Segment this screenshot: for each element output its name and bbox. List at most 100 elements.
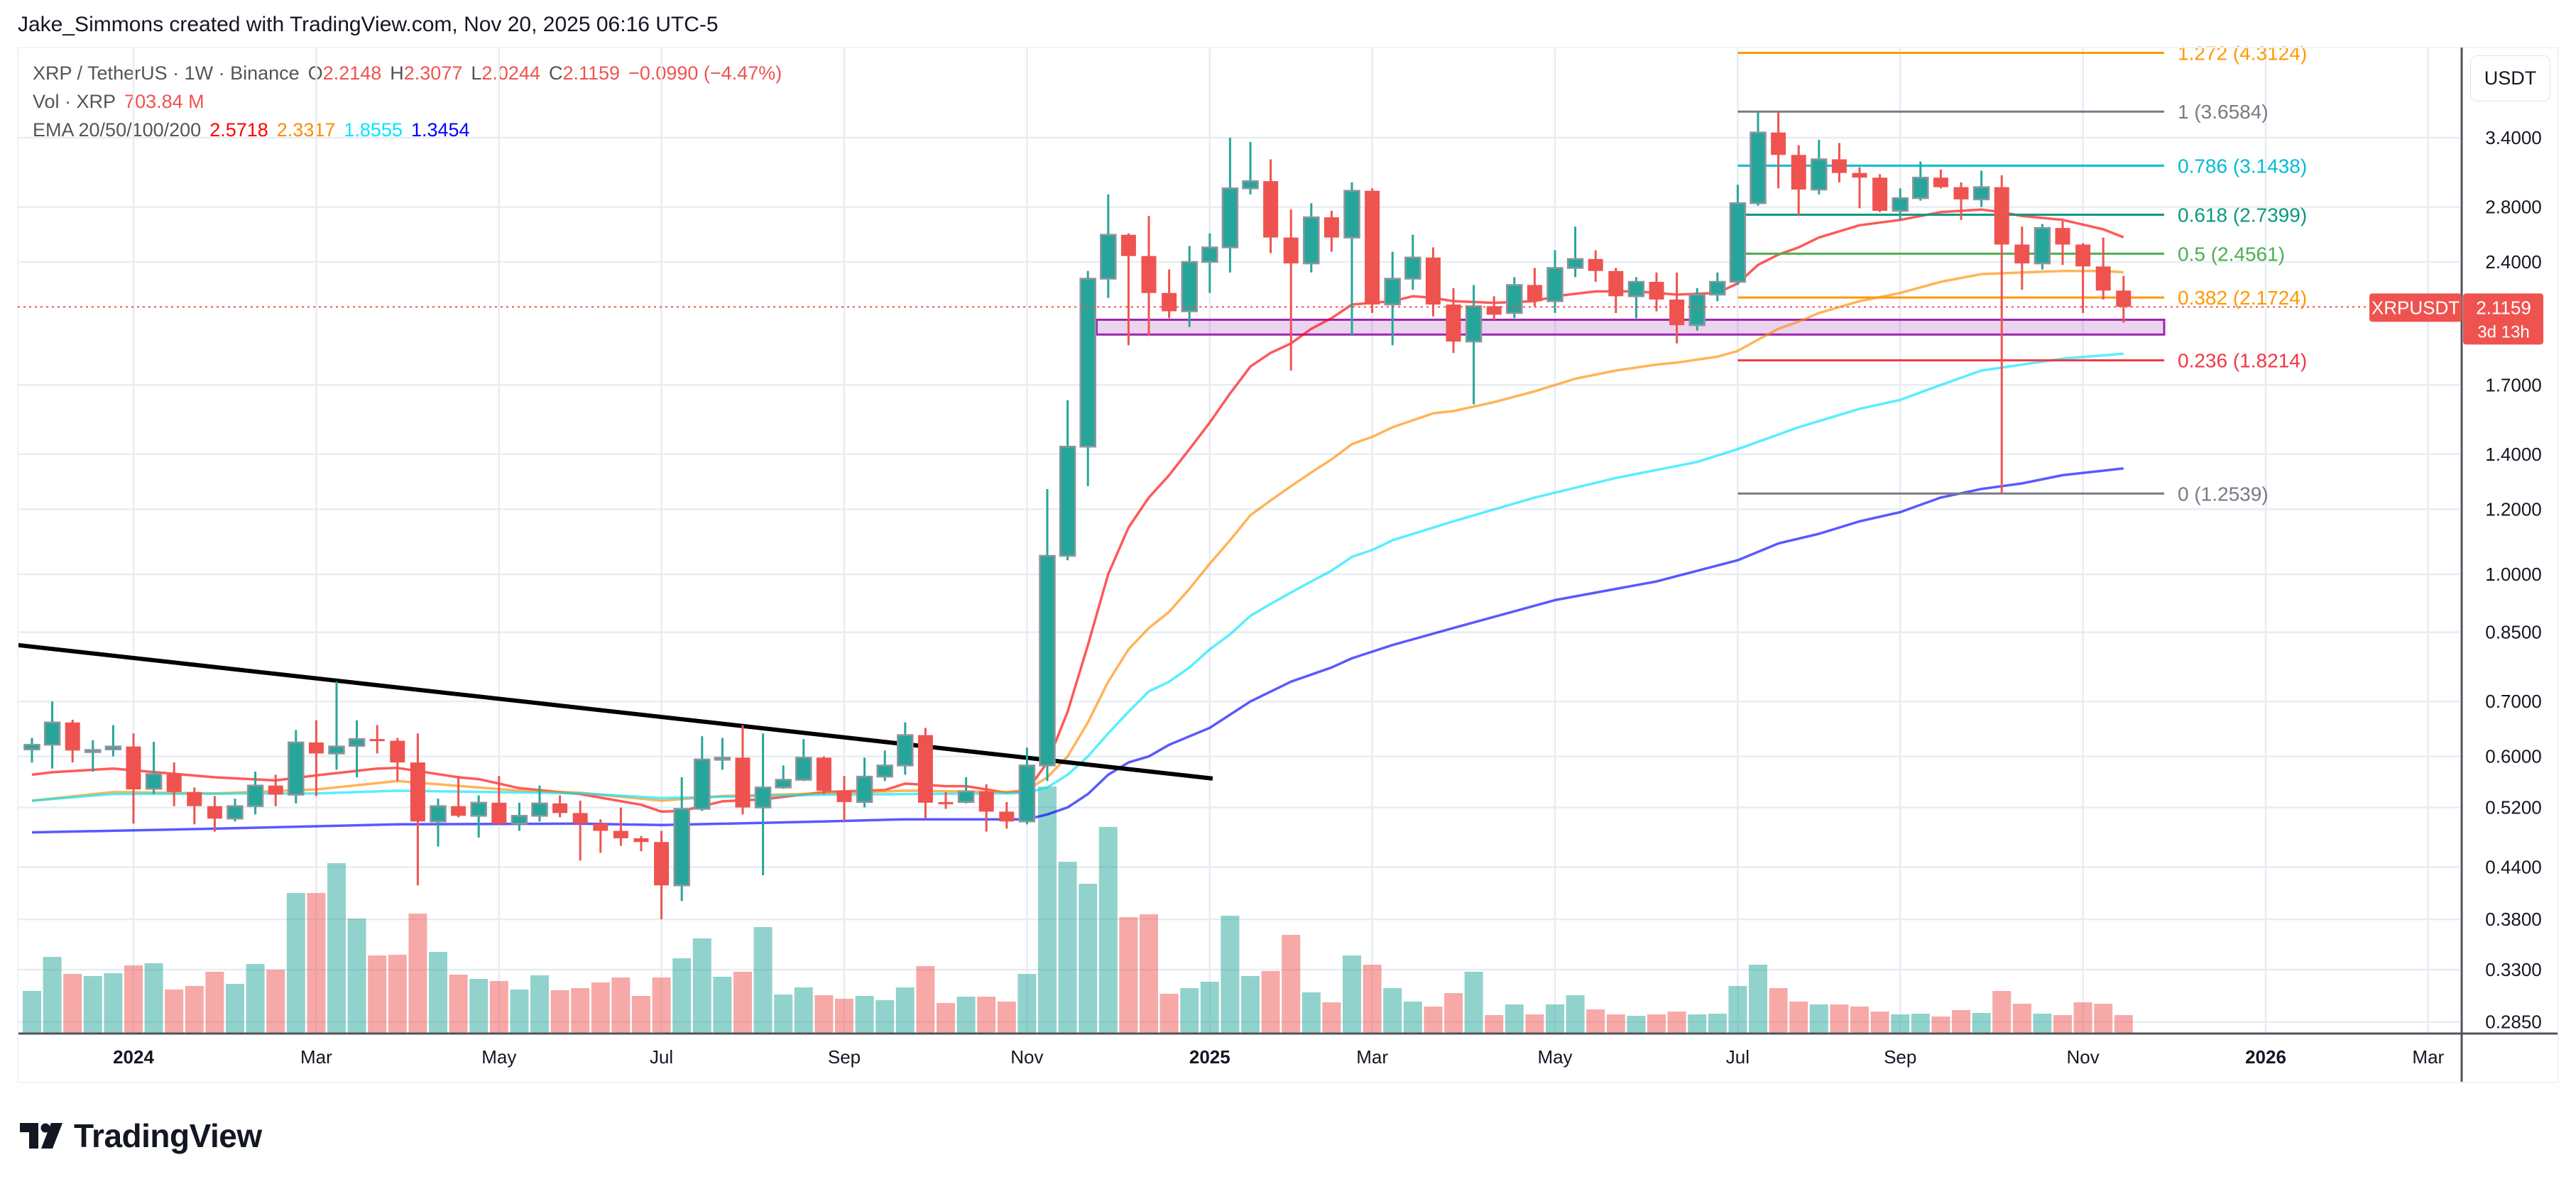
volume-bar (1627, 1015, 1646, 1033)
volume-bar (1546, 1004, 1564, 1033)
candle-body-down (1283, 237, 1299, 264)
candle-body-up (1912, 176, 1929, 199)
volume-bar (692, 938, 711, 1033)
candle-body-up (1465, 305, 1483, 343)
volume-bar (1992, 990, 2012, 1033)
candle-body-up (23, 743, 40, 750)
volume-bar (246, 963, 265, 1033)
volume-bar (368, 955, 387, 1033)
volume-bar (591, 982, 610, 1033)
candle-body-down (166, 774, 182, 792)
legend-ohlc: XRP / TetherUS · 1W · BinanceO2.2148H2.3… (33, 62, 790, 84)
volume-bar (1079, 883, 1098, 1033)
volume-bar (2094, 1004, 2113, 1033)
downtrend-line (18, 642, 1213, 781)
trendline[interactable] (18, 642, 1213, 781)
volume-bar (307, 892, 326, 1033)
candle-body-up (1627, 280, 1645, 297)
volume-bar (1749, 965, 1767, 1033)
candle-body-down (65, 722, 80, 751)
volume-bar (1058, 862, 1077, 1033)
volume-bar (875, 999, 895, 1033)
volume-bar (124, 965, 143, 1033)
time-tick-label: Mar (2412, 1046, 2444, 1068)
time-tick-label: Mar (300, 1046, 332, 1068)
volume-bar (1566, 995, 1585, 1033)
axes[interactable]: 3.4000 2.8000 2.4000 1.7000 1.4000 1.2000 1.00… (17, 47, 2559, 1083)
fib-level-label: 0.618 (2.7399) (2178, 204, 2307, 226)
candle-body-down (1263, 181, 1279, 238)
candle-body-up (348, 738, 366, 747)
volume-bar (1891, 1014, 1910, 1033)
price-tick-label: 1.2000 (2485, 498, 2542, 520)
tradingview-logo-icon (20, 1123, 62, 1149)
volume-bar (1870, 1011, 1889, 1033)
volume-bar (1972, 1013, 1991, 1033)
volume-bar (1586, 1009, 1605, 1033)
volume-bar (347, 919, 366, 1033)
price-tick-label: 0.3300 (2485, 959, 2542, 980)
ema-line-ema20 (31, 208, 2124, 813)
candle-body-down (1831, 159, 1847, 173)
volume-bar (916, 966, 935, 1033)
current-price-value: 2.1159 (2476, 297, 2531, 318)
fibonacci-retracement[interactable]: 1.272 (4.3124) 1 (3.6584) 0.786 (3.1438) 0.… (1737, 43, 2307, 505)
low-value: 2.0244 (481, 62, 540, 84)
fib-level-label: 0 (1.2539) (2178, 483, 2269, 505)
volume-bar (2114, 1014, 2133, 1033)
volume-label[interactable]: Vol · XRP (33, 91, 116, 112)
time-tick-label: Jul (650, 1046, 673, 1068)
price-tick-label: 1.0000 (2485, 564, 2542, 585)
candle-body-up (1018, 765, 1036, 823)
candle-body-up (1343, 190, 1360, 239)
candle-body-down (593, 823, 608, 831)
tradingview-logo[interactable]: TradingView (20, 1117, 262, 1155)
low-label: L (471, 62, 482, 84)
candle-body-down (1365, 190, 1380, 305)
candle-body-down (917, 735, 933, 803)
candle-body-up (1201, 246, 1218, 263)
volume-bar (2012, 1004, 2031, 1033)
volume-bar (1606, 1014, 1625, 1033)
candle-body-up (1181, 261, 1198, 312)
volume-bars (23, 787, 2133, 1033)
legend-volume: Vol · XRP 703.84 M (33, 91, 213, 113)
fib-level-label: 0.5 (2.4561) (2178, 243, 2285, 265)
volume-bar (1119, 917, 1138, 1033)
candle-body-down (1771, 132, 1786, 155)
volume-bar (1140, 914, 1158, 1033)
price-tick-label: 0.2850 (2485, 1012, 2542, 1033)
price-tick-label: 3.4000 (2485, 127, 2542, 148)
candle-body-down (1324, 217, 1339, 238)
volume-bar (1200, 981, 1219, 1033)
candle-body-up (1506, 284, 1523, 314)
volume-bar (733, 971, 752, 1033)
candle-body-down (1649, 282, 1664, 300)
volume-bar (997, 1001, 1016, 1033)
candle-body-up (1303, 216, 1320, 265)
candle-body-down (1872, 177, 1888, 211)
candle-body-down (836, 790, 852, 802)
candle-body-down (613, 831, 628, 838)
volume-bar (530, 975, 549, 1033)
price-tick-label: 2.4000 (2485, 251, 2542, 273)
ema-lines (31, 208, 2124, 834)
volume-bar (1038, 787, 1057, 1033)
currency-button[interactable]: USDT (2470, 55, 2550, 102)
volume-bar (429, 952, 447, 1033)
volume-bar (63, 974, 82, 1033)
candle-body-up (957, 790, 975, 804)
candle-body-down (1994, 187, 2009, 245)
volume-bar (835, 999, 853, 1033)
price-tick-label: 0.7000 (2485, 691, 2542, 712)
candle-body-down (451, 806, 466, 816)
candle-body-down (572, 813, 588, 824)
symbol-title[interactable]: XRP / TetherUS · 1W · Binance (33, 62, 300, 84)
support-zone[interactable] (1095, 318, 2166, 336)
volume-bar (1180, 988, 1199, 1033)
support-zone-box (1095, 318, 2166, 336)
volume-bar (104, 972, 123, 1033)
volume-bar (83, 975, 102, 1033)
candle-body-up (897, 734, 914, 767)
